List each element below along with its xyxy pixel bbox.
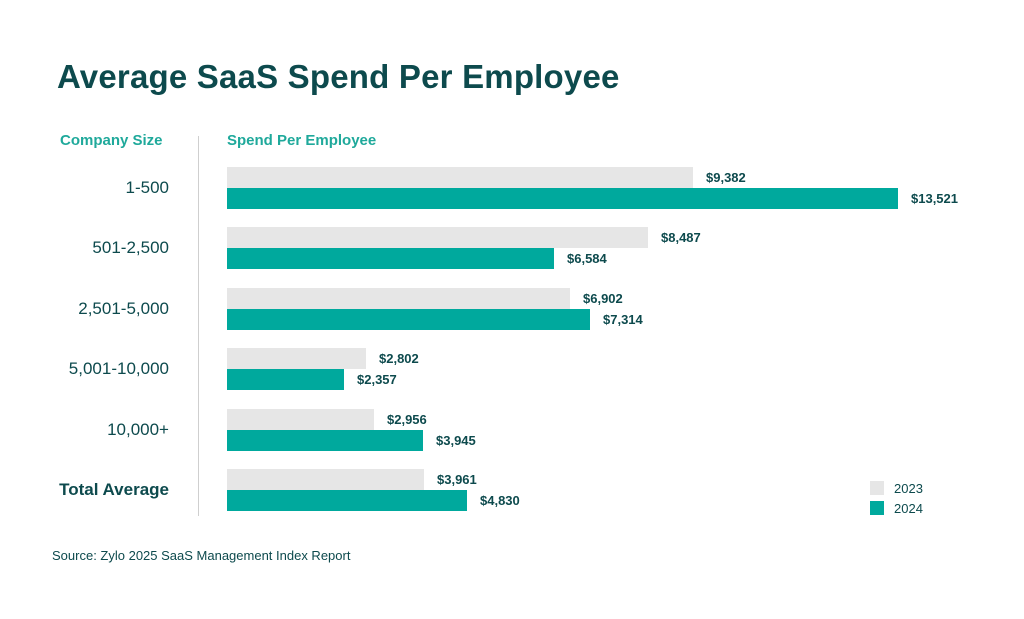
axis-divider [198, 136, 199, 516]
category-label: 10,000+ [107, 419, 169, 439]
category-axis-header: Company Size [60, 132, 163, 149]
bar-2024 [227, 309, 590, 330]
bar-2023 [227, 469, 424, 490]
legend-swatch-2024 [870, 501, 884, 515]
value-label-2023: $2,956 [387, 412, 427, 427]
bar-2023 [227, 409, 374, 430]
source-note: Source: Zylo 2025 SaaS Management Index … [52, 548, 351, 563]
bar-2024 [227, 188, 898, 209]
value-label-2024: $4,830 [480, 493, 520, 508]
value-label-2024: $7,314 [603, 312, 643, 327]
legend-label-2023: 2023 [894, 480, 923, 496]
value-label-2024: $6,584 [567, 251, 607, 266]
category-label: Total Average [59, 480, 169, 499]
legend-label-2024: 2024 [894, 500, 923, 516]
bar-2023 [227, 348, 366, 369]
value-label-2023: $2,802 [379, 351, 419, 366]
legend: 2023 2024 [870, 478, 923, 518]
bar-2023 [227, 227, 648, 248]
category-label: 501-2,500 [92, 238, 169, 258]
category-label: 2,501-5,000 [78, 298, 169, 318]
value-label-2024: $3,945 [436, 433, 476, 448]
chart-title: Average SaaS Spend Per Employee [57, 58, 620, 95]
bar-2024 [227, 248, 554, 269]
bar-2024 [227, 490, 467, 511]
value-label-2023: $9,382 [706, 170, 746, 185]
category-label: 5,001-10,000 [68, 359, 169, 379]
bar-2023 [227, 288, 570, 309]
value-label-2023: $8,487 [661, 230, 701, 245]
category-label: 1-500 [125, 178, 169, 197]
value-axis-header: Spend Per Employee [227, 132, 377, 149]
legend-item-2024: 2024 [870, 498, 923, 518]
bar-2023 [227, 167, 693, 188]
bar-2024 [227, 369, 344, 390]
value-label-2024: $2,357 [357, 372, 397, 387]
legend-swatch-2023 [870, 481, 884, 495]
value-label-2023: $3,961 [437, 472, 477, 487]
legend-item-2023: 2023 [870, 478, 923, 498]
bar-2024 [227, 430, 423, 451]
value-label-2024: $13,521 [911, 191, 958, 206]
value-label-2023: $6,902 [583, 291, 623, 306]
